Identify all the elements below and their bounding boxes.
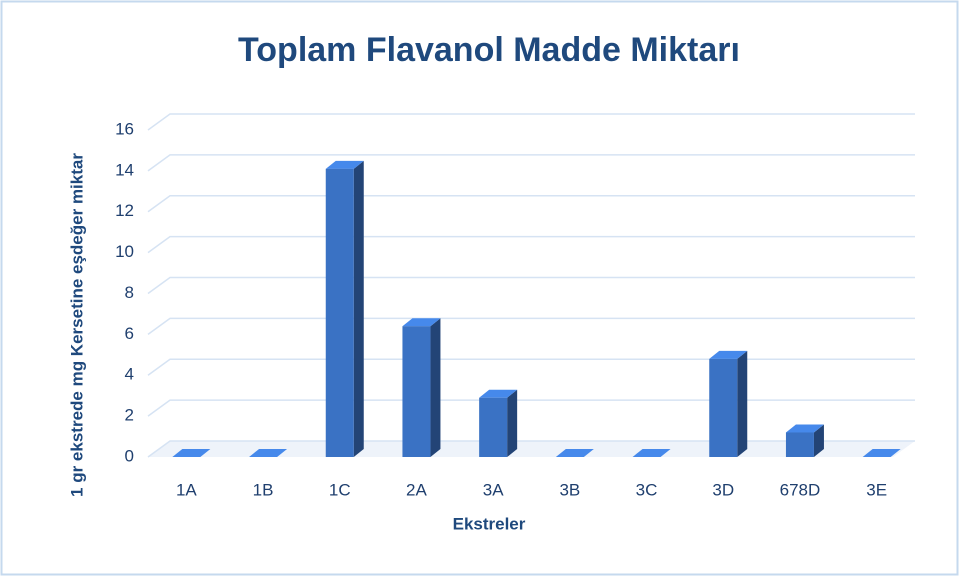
bar-side bbox=[737, 350, 748, 457]
x-axis-title: Ekstreler bbox=[453, 514, 526, 533]
x-tick-label: 1A bbox=[176, 480, 197, 499]
grid-line bbox=[147, 235, 915, 254]
grid-line bbox=[147, 276, 915, 295]
x-tick-label: 1B bbox=[253, 480, 274, 499]
bar-side bbox=[813, 424, 824, 457]
y-tick-label: 12 bbox=[115, 201, 134, 220]
y-axis-title: 1 gr ekstrede mg Kersetine eşdeğer mikta… bbox=[67, 153, 86, 497]
y-tick-label: 2 bbox=[125, 406, 134, 425]
grid-line bbox=[147, 195, 915, 213]
bar-side bbox=[430, 318, 441, 457]
bar bbox=[709, 358, 738, 457]
bar-top bbox=[862, 449, 901, 457]
bar-side bbox=[507, 389, 518, 457]
y-tick-label: 16 bbox=[115, 119, 134, 138]
bar-top bbox=[785, 424, 824, 433]
bar-top bbox=[325, 160, 364, 169]
x-tick-label: 3D bbox=[712, 480, 734, 499]
bar-top bbox=[402, 318, 441, 327]
grid-line bbox=[147, 358, 915, 376]
y-tick-label: 4 bbox=[125, 365, 134, 384]
grid-line bbox=[147, 154, 915, 172]
grid-line bbox=[147, 317, 915, 335]
bar-top bbox=[709, 350, 748, 359]
bar bbox=[479, 397, 508, 457]
x-tick-label: 2A bbox=[406, 480, 427, 499]
grid-line bbox=[147, 440, 915, 458]
x-tick-label: 3C bbox=[636, 480, 658, 499]
y-tick-label: 14 bbox=[115, 160, 134, 179]
grid-line bbox=[147, 399, 915, 417]
bar-top bbox=[249, 449, 288, 457]
bar-top bbox=[632, 449, 671, 457]
y-tick-label: 6 bbox=[125, 324, 134, 343]
x-tick-label: 678D bbox=[780, 480, 821, 499]
y-tick-label: 8 bbox=[125, 283, 134, 302]
bar-top bbox=[479, 389, 518, 398]
bar-top bbox=[172, 449, 211, 457]
x-tick-label: 3A bbox=[483, 480, 504, 499]
bar bbox=[325, 168, 354, 458]
bar bbox=[785, 432, 814, 457]
y-tick-label: 0 bbox=[125, 446, 134, 465]
grid-line bbox=[147, 113, 915, 131]
bar-top bbox=[555, 449, 594, 457]
x-tick-label: 3E bbox=[866, 480, 887, 499]
bar bbox=[402, 326, 431, 457]
x-tick-label: 3B bbox=[559, 480, 580, 499]
y-tick-label: 10 bbox=[115, 242, 134, 261]
chart-title: Toplam Flavanol Madde Miktarı bbox=[238, 31, 740, 69]
x-tick-label: 1C bbox=[329, 480, 351, 499]
bar-side bbox=[353, 160, 364, 458]
